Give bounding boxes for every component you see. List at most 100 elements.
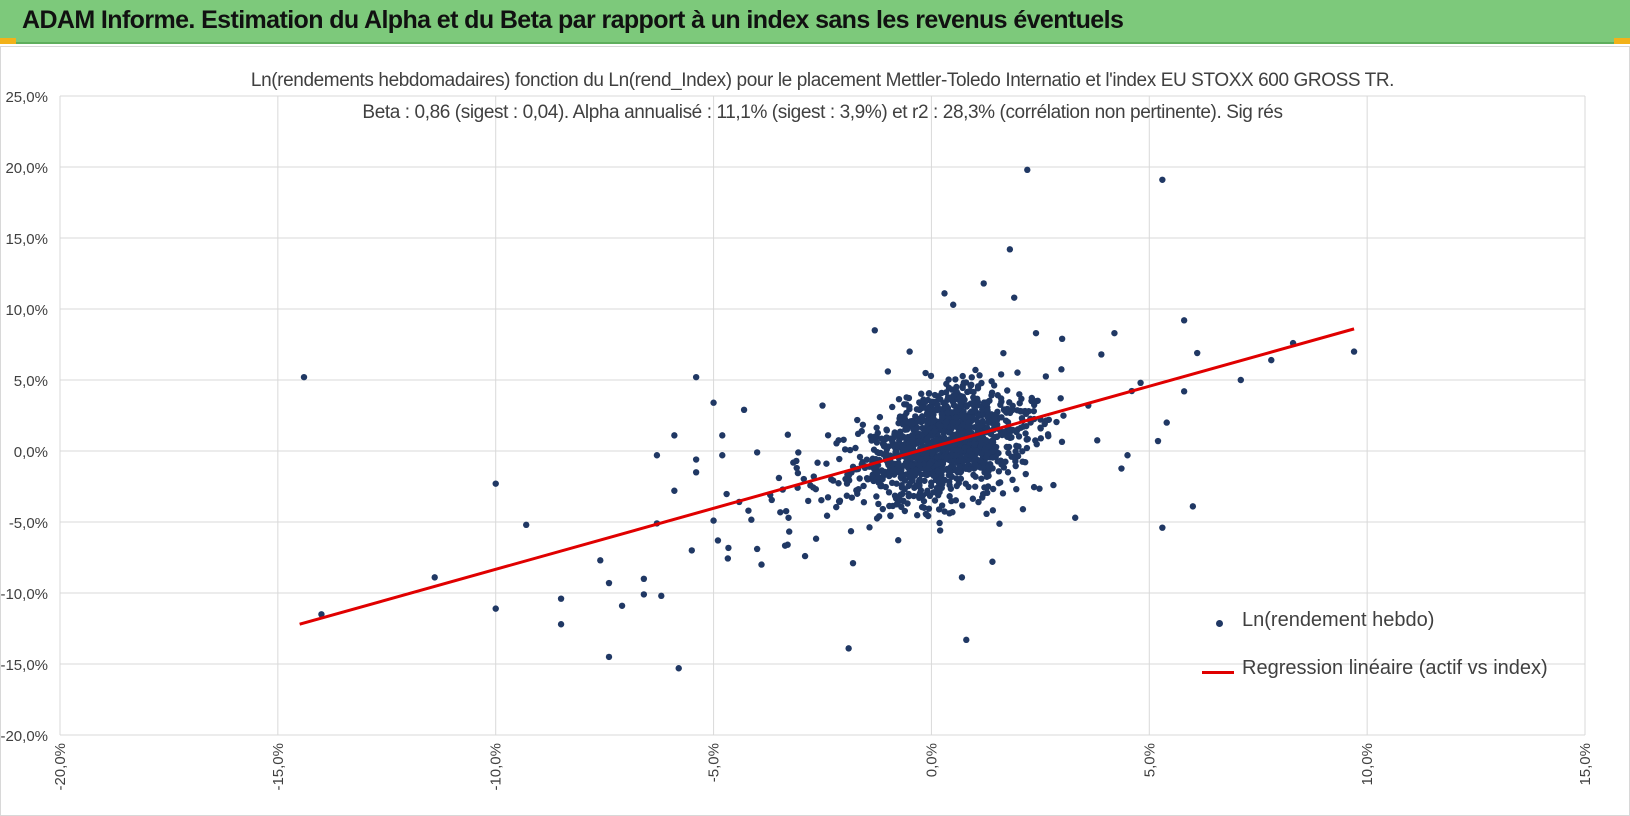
data-point [879, 468, 886, 476]
data-point [880, 443, 888, 450]
data-point [978, 475, 985, 482]
data-point [640, 591, 648, 598]
data-point [1137, 379, 1144, 387]
data-point [950, 419, 957, 426]
data-point [884, 368, 892, 375]
data-point [962, 465, 970, 472]
data-point [972, 461, 979, 469]
data-point [814, 459, 821, 466]
data-point [863, 456, 870, 463]
data-point [854, 430, 862, 438]
data-point [905, 482, 912, 490]
data-point [991, 416, 998, 423]
data-point [845, 472, 852, 479]
data-point [640, 575, 648, 582]
data-point [903, 401, 910, 408]
data-point [879, 505, 887, 513]
x-tick-label: 10,0% [1359, 743, 1376, 786]
data-point [963, 402, 971, 409]
data-point [972, 473, 979, 480]
data-point [994, 392, 1001, 399]
data-point [894, 498, 902, 506]
data-point [1000, 406, 1008, 414]
data-point [843, 492, 851, 499]
data-point [874, 449, 881, 456]
legend-label-regression: Regression linéaire (actif vs index) [1242, 657, 1548, 679]
data-point [882, 450, 890, 457]
data-point [923, 437, 930, 444]
data-point [923, 410, 931, 417]
data-point [921, 404, 928, 411]
data-point [945, 429, 953, 436]
data-point [854, 416, 861, 424]
data-point [935, 477, 943, 485]
data-point [856, 453, 864, 461]
data-point [968, 374, 975, 381]
data-point [1015, 433, 1023, 440]
data-point [849, 559, 857, 567]
data-point [941, 290, 948, 297]
data-point [835, 498, 843, 505]
data-point [927, 372, 935, 380]
data-point [907, 473, 915, 480]
report-title: ADAM Informe. Estimation du Alpha et du … [22, 6, 1124, 34]
data-point [877, 481, 885, 489]
data-point [859, 421, 867, 428]
data-point [989, 448, 996, 455]
data-point [1036, 485, 1043, 492]
y-tick-label: 20,0% [5, 160, 48, 177]
chart-title-line-2: Beta : 0,86 (sigest : 0,04). Alpha annua… [362, 102, 1283, 123]
data-point [523, 521, 530, 529]
data-point [1042, 417, 1050, 424]
data-point [1163, 419, 1170, 426]
data-point [959, 502, 966, 509]
data-point [1009, 406, 1016, 414]
data-point [758, 561, 765, 568]
data-point [1000, 349, 1007, 357]
data-point [895, 395, 903, 403]
data-point [920, 497, 928, 505]
data-point [908, 462, 916, 469]
data-point [976, 422, 984, 429]
data-point [860, 499, 868, 506]
data-point [963, 636, 970, 644]
data-point [973, 447, 980, 455]
data-point [1024, 166, 1031, 174]
y-tick-label: -10,0% [0, 586, 48, 603]
data-point [947, 485, 955, 492]
data-point [959, 372, 966, 380]
data-point [1021, 458, 1029, 466]
data-point [777, 509, 784, 516]
x-axis-ticks: -20,0% -15,0% -10,0% -5,0% 0,0% 5,0% 10,0% 15,0… [52, 743, 1594, 791]
y-tick-label: -15,0% [0, 657, 48, 674]
data-point [810, 473, 817, 480]
chart-gridlines [59, 95, 1586, 736]
data-point [653, 452, 661, 459]
data-point [889, 460, 897, 467]
data-point [907, 420, 915, 427]
data-point [1003, 443, 1010, 451]
data-point [1032, 329, 1040, 337]
data-point [965, 483, 972, 491]
data-point [1058, 335, 1066, 343]
x-tick-label: -20,0% [52, 743, 69, 791]
data-point [937, 396, 944, 403]
chart-title-line-1: Ln(rendements hebdomadaires) fonction du… [250, 70, 1395, 91]
data-point [823, 460, 830, 467]
data-point [1350, 348, 1358, 355]
data-point [942, 418, 950, 426]
data-point [980, 280, 987, 287]
data-point [785, 514, 792, 521]
data-point [922, 510, 930, 518]
data-point [971, 483, 979, 490]
data-point [952, 376, 959, 383]
header-banner: ADAM Informe. Estimation du Alpha et du … [0, 0, 1630, 44]
data-point [966, 414, 973, 421]
data-point [1018, 414, 1026, 422]
data-point [918, 413, 926, 420]
data-point [1094, 437, 1101, 444]
data-point [972, 366, 979, 374]
data-point [913, 406, 921, 413]
data-point [933, 484, 941, 492]
data-point [871, 327, 878, 334]
